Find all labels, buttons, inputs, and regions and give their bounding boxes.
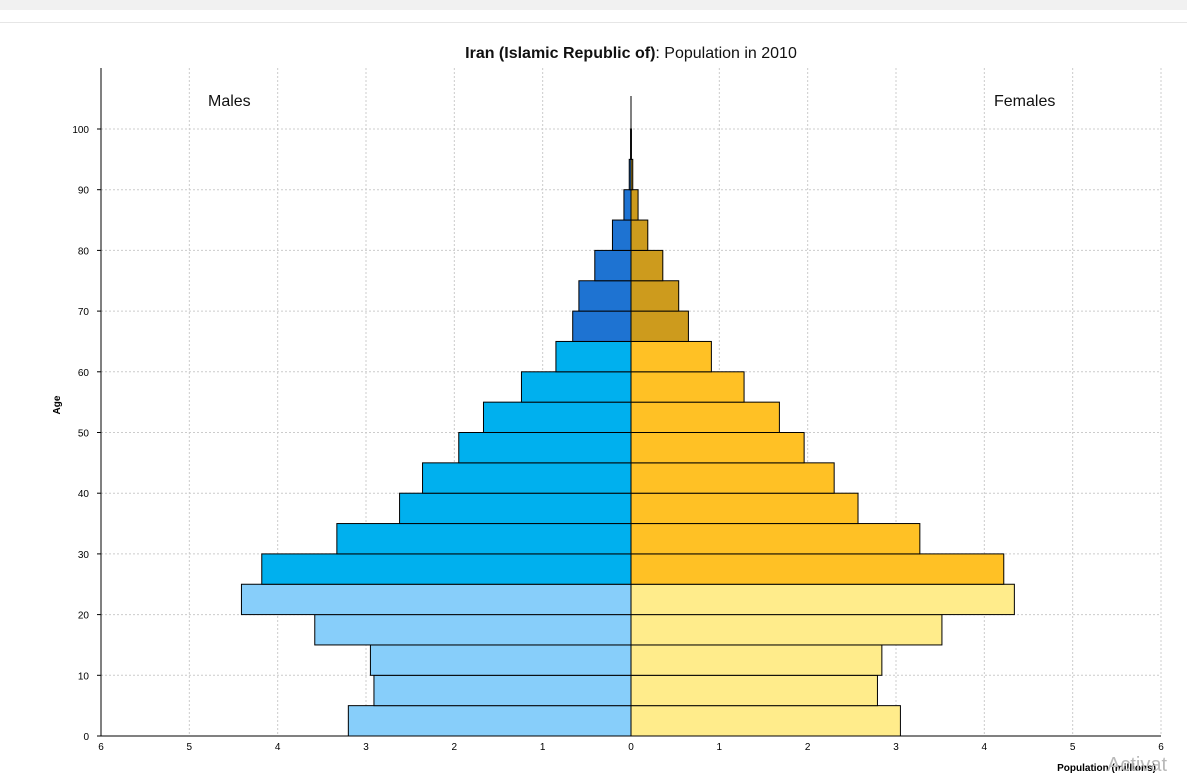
- x-tick-label: 6: [1158, 742, 1164, 753]
- y-tick-label: 30: [78, 550, 90, 561]
- male-bar-0-4: [347, 705, 632, 737]
- male-bar-55-59: [520, 371, 632, 403]
- female-bar-60-64: [630, 340, 712, 373]
- y-tick-label: 0: [83, 732, 89, 743]
- male-bar-35-39: [399, 492, 632, 525]
- female-bar-80-84: [630, 219, 649, 251]
- female-bar-45-49: [630, 432, 805, 464]
- y-tick-label: 10: [78, 671, 90, 682]
- top-divider: [0, 22, 1187, 23]
- male-bar-75-79: [594, 249, 632, 282]
- male-bar-15-19: [314, 614, 632, 646]
- y-tick-label: 80: [78, 246, 90, 257]
- x-tick-label: 1: [717, 742, 723, 753]
- female-bar-25-29: [630, 553, 1005, 585]
- male-bar-65-69: [572, 310, 632, 342]
- male-bar-50-54: [482, 401, 632, 433]
- female-bar-0-4: [630, 705, 901, 737]
- male-bar-40-44: [422, 462, 632, 494]
- males-label: Males: [208, 93, 251, 110]
- bars: [240, 128, 1015, 737]
- watermark-text: Activat: [1107, 754, 1167, 773]
- x-tick-label: 6: [98, 742, 104, 753]
- chart-title-bold: Iran (Islamic Republic of): [465, 45, 655, 62]
- female-bar-10-14: [630, 644, 883, 676]
- male-bar-30-34: [336, 523, 632, 555]
- female-bar-70-74: [630, 280, 680, 312]
- x-tick-label: 5: [187, 742, 193, 753]
- y-tick-label: 100: [72, 125, 89, 136]
- male-bar-45-49: [458, 432, 632, 464]
- male-bar-85-89: [623, 189, 632, 221]
- male-bar-60-64: [555, 340, 632, 373]
- x-axis-title: Population (millions): [1057, 763, 1156, 773]
- male-bar-20-24: [240, 583, 632, 616]
- female-bar-30-34: [630, 523, 921, 555]
- x-tick-label: 4: [275, 742, 281, 753]
- female-bar-15-19: [630, 614, 943, 646]
- y-tick-label: 70: [78, 307, 90, 318]
- female-bar-50-54: [630, 401, 780, 433]
- female-bar-85-89: [630, 189, 639, 221]
- male-bar-10-14: [369, 644, 632, 676]
- female-bar-40-44: [630, 462, 835, 494]
- x-tick-label: 3: [893, 742, 899, 753]
- y-tick-label: 60: [78, 368, 90, 379]
- male-bar-70-74: [578, 280, 632, 312]
- x-tick-label: 2: [452, 742, 458, 753]
- male-bar-80-84: [611, 219, 632, 251]
- y-tick-label: 40: [78, 489, 90, 500]
- y-tick-label: 50: [78, 429, 90, 440]
- female-bar-5-9: [630, 674, 878, 707]
- male-bar-25-29: [261, 553, 632, 585]
- y-tick-label: 90: [78, 186, 90, 197]
- y-tick-label: 20: [78, 611, 90, 622]
- female-bar-65-69: [630, 310, 689, 342]
- x-tick-label: 4: [982, 742, 988, 753]
- female-bar-20-24: [630, 583, 1015, 616]
- x-tick-label: 0: [628, 742, 634, 753]
- male-bar-5-9: [373, 674, 632, 707]
- female-bar-35-39: [630, 492, 859, 525]
- x-tick-label: 1: [540, 742, 546, 753]
- x-tick-label: 2: [805, 742, 811, 753]
- female-bar-75-79: [630, 249, 664, 282]
- chart-title-rest: : Population in 2010: [655, 45, 797, 62]
- x-tick-label: 5: [1070, 742, 1076, 753]
- top-bar: [0, 0, 1187, 10]
- y-axis-title: Age: [52, 395, 63, 414]
- female-bar-55-59: [630, 371, 745, 403]
- females-label: Females: [994, 93, 1055, 110]
- chart-title: Iran (Islamic Republic of): Population i…: [465, 45, 797, 62]
- x-tick-label: 3: [363, 742, 369, 753]
